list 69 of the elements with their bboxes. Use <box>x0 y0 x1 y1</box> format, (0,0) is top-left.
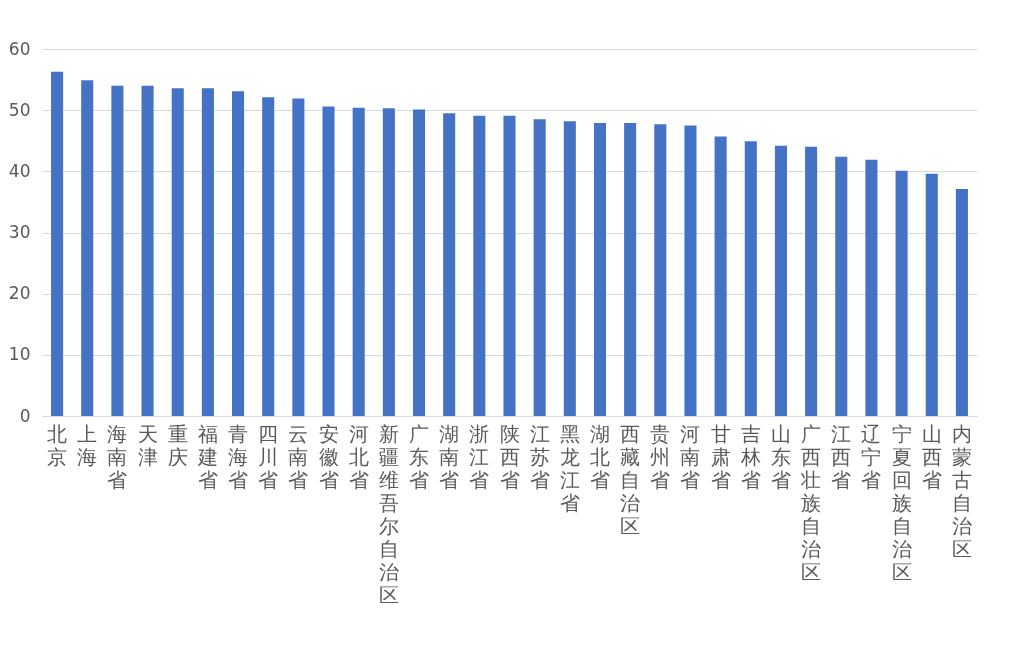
x-tick-label: 广西壮族自治区 <box>800 421 822 584</box>
bar <box>714 136 727 416</box>
x-tick-label: 天津 <box>137 421 158 469</box>
y-tick-label: 50 <box>8 99 31 120</box>
x-tick-label: 青海省 <box>228 421 249 492</box>
bar <box>201 88 214 416</box>
bar <box>955 189 968 416</box>
bar <box>443 113 456 416</box>
bar <box>111 85 124 416</box>
bar <box>624 123 637 416</box>
bar <box>865 159 878 416</box>
x-tick-label: 新疆维吾尔自治区 <box>378 421 399 607</box>
x-tick-label: 贵州省 <box>650 421 671 492</box>
bar <box>412 109 426 416</box>
y-tick-label: 30 <box>8 222 31 242</box>
x-tick-label: 陕西省 <box>499 421 520 492</box>
bar <box>141 85 154 416</box>
x-tick-label: 上海 <box>77 421 98 469</box>
bar <box>895 170 908 416</box>
x-tick-label: 广东省 <box>409 421 430 492</box>
x-tick-label: 吉林省 <box>739 421 761 492</box>
bar <box>171 88 184 416</box>
x-tick-label: 山西省 <box>921 421 942 492</box>
bar <box>322 106 335 416</box>
bar <box>654 124 667 416</box>
bar <box>81 80 94 416</box>
bar <box>533 119 546 416</box>
x-tick-label: 重庆 <box>167 421 188 469</box>
x-tick-label: 宁夏回族自治区 <box>891 421 912 584</box>
x-tick-label: 江西省 <box>831 421 852 492</box>
bar <box>593 123 607 416</box>
x-tick-label: 北京 <box>47 421 68 469</box>
x-tick-label: 四川省 <box>258 421 279 492</box>
x-tick-label: 浙江省 <box>469 421 490 492</box>
y-tick-label: 40 <box>8 160 31 181</box>
x-tick-label: 河北省 <box>348 421 369 492</box>
bar <box>835 156 848 416</box>
x-tick-label: 甘肃省 <box>710 421 731 492</box>
x-tick-label: 海南省 <box>107 421 128 492</box>
bar <box>925 173 938 416</box>
x-tick-label: 福建省 <box>196 421 218 492</box>
x-tick-label: 黑龙江省 <box>559 421 580 515</box>
y-tick-label: 0 <box>19 405 31 426</box>
bar <box>805 146 818 416</box>
x-tick-label: 江苏省 <box>529 421 550 492</box>
bar <box>292 98 305 416</box>
bar <box>51 71 64 416</box>
bar <box>232 91 245 416</box>
x-tick-label: 辽宁省 <box>861 421 882 492</box>
bar <box>684 125 697 416</box>
bar <box>563 121 576 416</box>
bar <box>352 107 365 416</box>
x-tick-label: 内蒙古自治区 <box>951 421 972 561</box>
x-tick-label: 安徽省 <box>318 421 339 492</box>
bar <box>262 97 275 416</box>
x-tick-label: 山东省 <box>770 421 791 492</box>
bar <box>473 115 486 416</box>
bar <box>503 115 516 416</box>
bar <box>744 141 757 416</box>
y-tick-label: 60 <box>8 38 31 59</box>
x-tick-label: 湖南省 <box>439 421 460 492</box>
x-tick-label: 湖北省 <box>589 421 610 492</box>
x-tick-label: 云南省 <box>288 421 309 492</box>
bar <box>382 108 395 416</box>
x-tick-label: 河南省 <box>680 421 701 492</box>
bar <box>774 145 787 416</box>
x-tick-label: 西藏自治区 <box>620 421 641 538</box>
y-tick-label: 10 <box>8 344 31 365</box>
y-tick-label: 20 <box>8 283 31 304</box>
